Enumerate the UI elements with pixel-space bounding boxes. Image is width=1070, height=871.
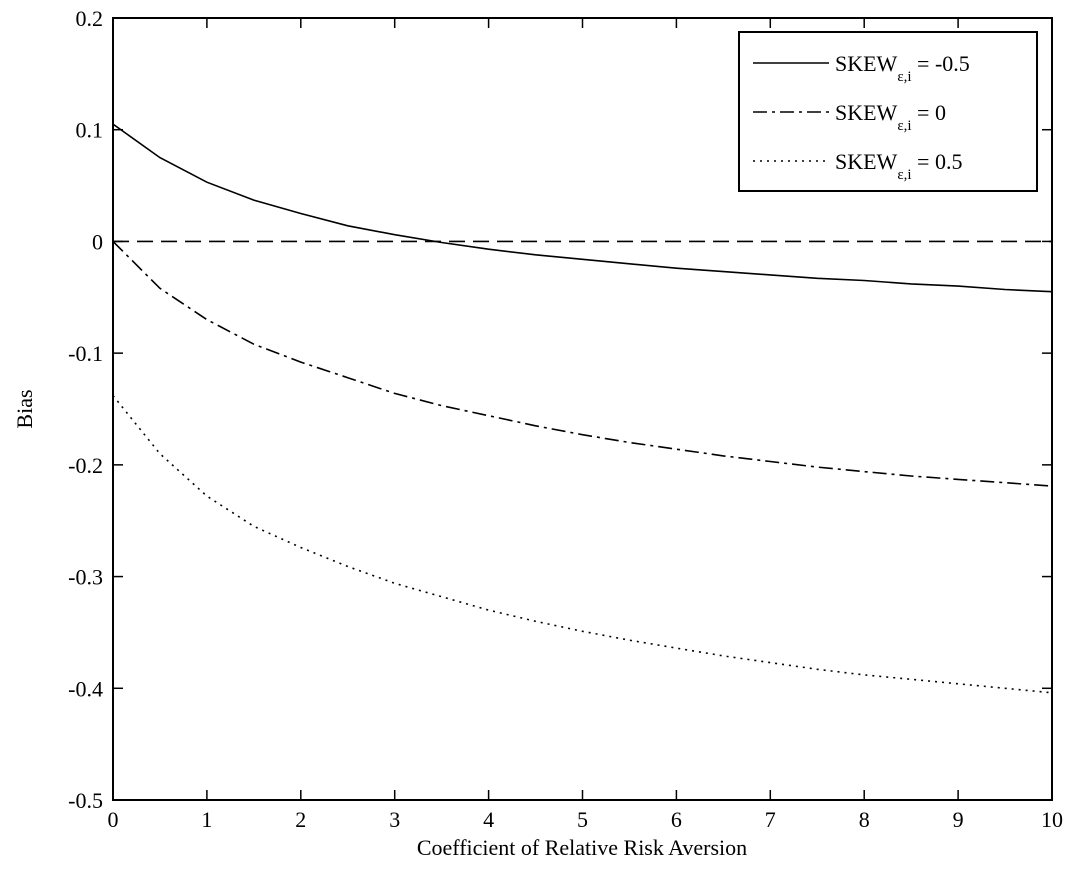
x-tick-label: 6 [671,807,682,832]
legend-label-1: SKEWε,i = -0.5 [835,51,970,85]
x-tick-label: 9 [953,807,964,832]
legend: SKEWε,i = -0.5 SKEWε,i = 0 SKEWε,i = 0.5 [738,31,1038,192]
series-layer [112,123,1053,694]
y-axis-label: Bias [12,389,37,428]
x-axis-label: Coefficient of Relative Risk Aversion [417,835,747,860]
x-tick-label: 3 [389,807,400,832]
y-tick-label: 0.2 [76,6,104,31]
y-tick-label: -0.4 [68,676,103,701]
x-tick-label: 2 [295,807,306,832]
y-tick-label: 0 [92,229,103,254]
x-tick-label: 0 [108,807,119,832]
y-tick-label: -0.3 [68,565,103,590]
y-tick-label: -0.5 [68,788,103,813]
legend-label-3: SKEWε,i = 0.5 [835,149,962,183]
legend-label-2: SKEWε,i = 0 [835,100,946,134]
x-tick-label: 4 [483,807,494,832]
y-tick-label: -0.1 [68,341,103,366]
y-tick-label: -0.2 [68,453,103,478]
x-tick-label: 1 [201,807,212,832]
series-line-3 [112,395,1053,694]
x-tick-label: 7 [765,807,776,832]
series-line-2 [112,240,1053,487]
series-line-1 [112,123,1053,293]
plot-area-frame [112,17,1053,801]
y-tick-label: 0.1 [76,118,104,143]
x-tick-label: 8 [859,807,870,832]
ticks-layer: 0 1 2 3 4 5 6 7 8 9 10 -0.5 -0.4 -0.3 -0.2 -0.1 0 0.1 0.2 [68,6,1063,832]
x-tick-label: 10 [1041,807,1063,832]
x-tick-label: 5 [577,807,588,832]
